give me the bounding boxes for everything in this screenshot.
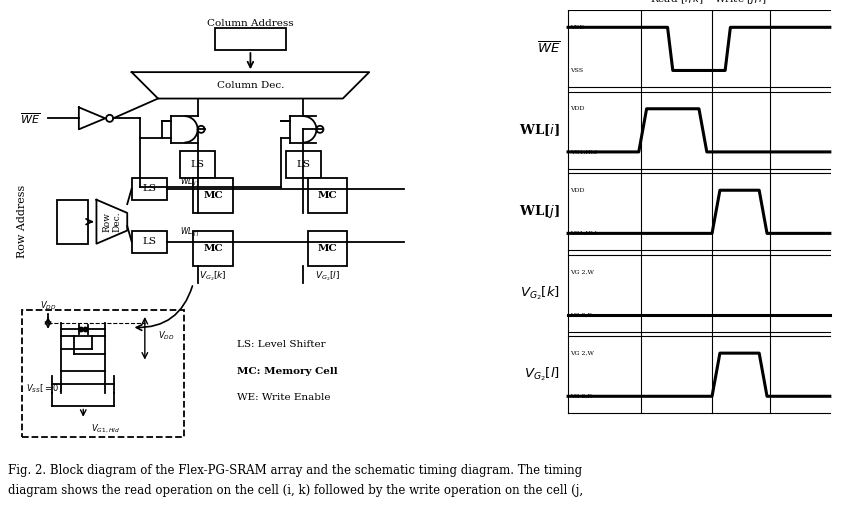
Text: Column Address: Column Address [207, 19, 294, 28]
Text: $V_{DD}$: $V_{DD}$ [40, 299, 57, 311]
Bar [132, 231, 167, 252]
Text: VG 2,W: VG 2,W [570, 351, 594, 356]
Text: VSS: VSS [570, 68, 583, 73]
Bar [193, 231, 233, 266]
Bar [132, 178, 167, 200]
Text: Row
Dec.: Row Dec. [102, 211, 122, 232]
Text: VDD: VDD [570, 106, 585, 111]
Text: VG1,Hld: VG1,Hld [570, 231, 597, 236]
Text: $V_{G_2}[l]$: $V_{G_2}[l]$ [525, 366, 560, 383]
Text: VG 2,W: VG 2,W [570, 269, 594, 274]
Text: MC: MC [203, 243, 222, 253]
Text: $\overline{WE}$: $\overline{WE}$ [537, 41, 560, 56]
Text: $V_{G_2}[k]$: $V_{G_2}[k]$ [520, 284, 560, 302]
Text: LS: LS [142, 184, 157, 193]
Text: WE: Write Enable: WE: Write Enable [237, 393, 331, 402]
Polygon shape [96, 200, 127, 243]
Text: $V_{SS}[=0]$: $V_{SS}[=0]$ [26, 383, 63, 395]
Text: MC: MC [317, 243, 338, 253]
Text: MC: Memory Cell: MC: Memory Cell [237, 367, 338, 376]
Circle shape [79, 327, 83, 332]
Text: WL[$i$]: WL[$i$] [519, 122, 560, 138]
Bar [308, 178, 347, 213]
Text: $WL_{[i]}$: $WL_{[i]}$ [180, 176, 199, 189]
Text: LS: Level Shifter: LS: Level Shifter [237, 340, 326, 349]
Bar [193, 178, 233, 213]
Text: $V_{G_2}[l]$: $V_{G_2}[l]$ [315, 270, 340, 283]
Text: VG 2,R: VG 2,R [570, 312, 592, 318]
Bar [215, 28, 286, 50]
Bar [286, 151, 321, 178]
Text: VDD: VDD [570, 25, 585, 30]
Text: Row Address: Row Address [17, 185, 27, 258]
Text: Read [$i,k$]: Read [$i,k$] [650, 0, 704, 6]
Polygon shape [79, 107, 105, 130]
Text: WL[$j$]: WL[$j$] [519, 203, 560, 220]
Text: $WL_{[j]}$: $WL_{[j]}$ [180, 226, 199, 239]
Text: LS: LS [190, 160, 205, 169]
Text: Write [$j,l$]: Write [$j,l$] [714, 0, 767, 6]
Text: LS: LS [142, 237, 157, 246]
Text: MC: MC [317, 191, 338, 200]
Text: diagram shows the read operation on the cell (i, k) followed by the write operat: diagram shows the read operation on the … [8, 484, 584, 497]
Bar [57, 200, 88, 243]
Bar [308, 231, 347, 266]
Text: $V_{G_2}[k]$: $V_{G_2}[k]$ [199, 270, 227, 283]
Polygon shape [132, 72, 369, 98]
Circle shape [83, 327, 88, 332]
Text: VG1,Hld: VG1,Hld [570, 149, 597, 154]
Text: Fig. 2. Block diagram of the Flex-PG-SRAM array and the schematic timing diagram: Fig. 2. Block diagram of the Flex-PG-SRA… [8, 464, 583, 477]
Text: $V_{G1,Hld}$: $V_{G1,Hld}$ [91, 422, 119, 435]
Text: LS: LS [296, 160, 310, 169]
Text: $V_{DD}$: $V_{DD}$ [158, 330, 174, 342]
Text: $\overline{WE}$: $\overline{WE}$ [20, 111, 41, 126]
Text: MC: MC [203, 191, 222, 200]
Text: VG 2,R: VG 2,R [570, 394, 592, 399]
Bar [180, 151, 215, 178]
Text: Column Dec.: Column Dec. [217, 81, 284, 90]
Bar [22, 310, 184, 437]
Text: VDD: VDD [570, 188, 585, 193]
